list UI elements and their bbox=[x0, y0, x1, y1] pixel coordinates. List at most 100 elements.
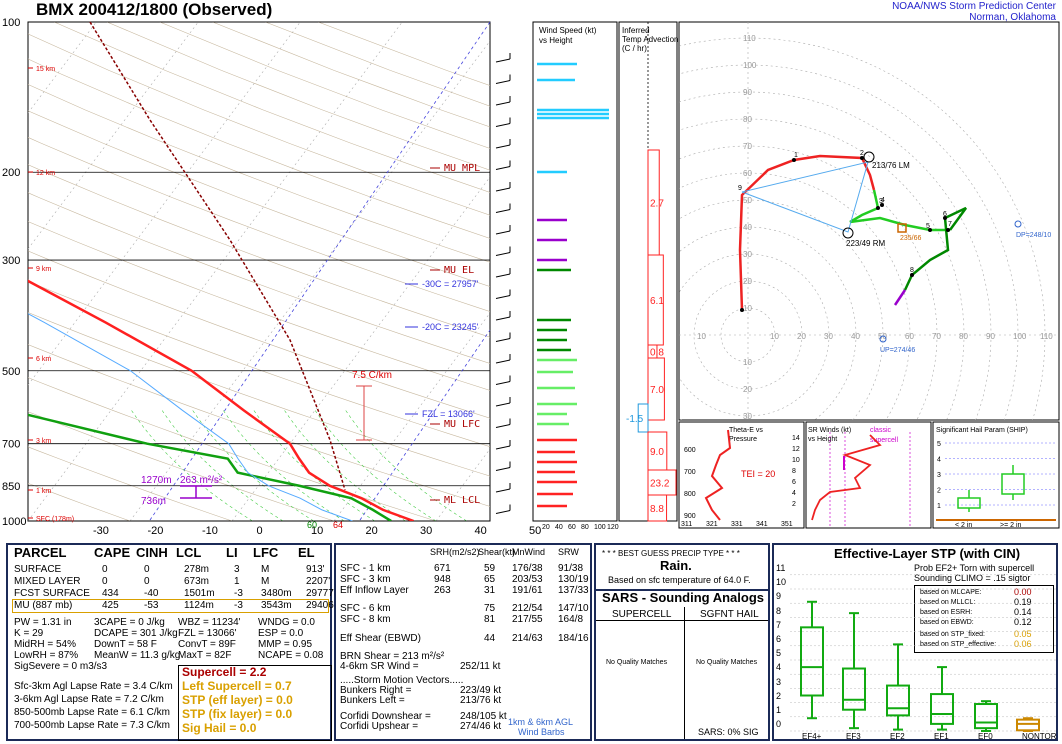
stp-row-label: based on ESRH: bbox=[920, 609, 973, 616]
parcel-stat: DCAPE = 301 J/kg bbox=[94, 628, 178, 639]
stp-row-value: 0.06 bbox=[1014, 639, 1032, 649]
lapse-rate-row: 3-6km Agl Lapse Rate = 7.2 C/km bbox=[14, 694, 164, 705]
ship-x-label: < 2 in bbox=[955, 522, 972, 529]
parcel-panel: PARCEL CAPE CINH LCL LI LFC EL SURFACE 0 0 278m 3 M 9… bbox=[6, 543, 336, 741]
hodo-x-tick: 100 bbox=[1013, 332, 1027, 341]
wind-speed-tick: 20 bbox=[542, 524, 550, 531]
kin-srw: 137/33 bbox=[558, 585, 589, 596]
parcel-stat: DownT = 58 F bbox=[94, 639, 157, 650]
parcel-cell: SURFACE bbox=[14, 564, 62, 575]
wind-barb bbox=[495, 101, 511, 106]
thetae-x-tick: 311 bbox=[681, 521, 692, 528]
stp-x-label: EF1 bbox=[934, 732, 949, 741]
temp-adv-value: 2.7 bbox=[650, 199, 664, 210]
eil-srh-label: 263 m²/s² bbox=[180, 475, 223, 486]
temperature-trace bbox=[28, 279, 414, 521]
severe-param: Left Supercell = 0.7 bbox=[182, 679, 292, 693]
dry-adiabat bbox=[28, 250, 490, 419]
level-label: ML LCL bbox=[444, 495, 480, 506]
srwind-y-tick: 8 bbox=[792, 468, 796, 475]
parcel-stat: LowRH = 87% bbox=[14, 650, 79, 661]
kin-srh: 263 bbox=[434, 585, 451, 596]
temp-adv-unit: (C / hr) bbox=[622, 44, 647, 53]
temp-adv-bar bbox=[647, 357, 665, 421]
hodo-point bbox=[740, 308, 744, 312]
kin-row-label: SFC - 3 km bbox=[340, 574, 391, 585]
temp-adv-value: 6.1 bbox=[650, 296, 664, 307]
hodo-x-tick: 80 bbox=[959, 332, 968, 341]
hodo-y-tick: 30 bbox=[743, 412, 752, 421]
thetae-frame bbox=[678, 421, 805, 529]
kin-srh: 671 bbox=[434, 563, 451, 574]
isotherm bbox=[231, 176, 490, 521]
wind-barb bbox=[495, 123, 511, 127]
stp-box-part bbox=[886, 684, 910, 717]
wind-speed-tick: 40 bbox=[555, 524, 563, 531]
ship-y-tick: 2 bbox=[937, 488, 941, 495]
pressure-tick-label: 1000 bbox=[2, 516, 26, 528]
wind-barb bbox=[495, 316, 511, 321]
hodo-ring bbox=[679, 64, 1019, 420]
pressure-tick-label: 850 bbox=[2, 481, 20, 493]
kin-row-label: SFC - 1 km bbox=[340, 563, 391, 574]
kin-smv-value: 274/46 kt bbox=[460, 721, 502, 732]
mu-highlight bbox=[12, 599, 329, 613]
hodo-lm-marker bbox=[863, 151, 875, 163]
parcel-cell: 1124m bbox=[184, 600, 214, 611]
stp-panel: Effective-Layer STP (with CIN) 11 10 9 8 7 6 5 4… bbox=[772, 543, 1058, 741]
pressure-tick-label: 200 bbox=[2, 167, 20, 179]
pressure-tick-label: 100 bbox=[2, 17, 20, 29]
parcel-stat: PW = 1.31 in bbox=[14, 617, 72, 628]
dry-adiabat bbox=[28, 58, 490, 239]
severe-param: STP (fix layer) = 0.0 bbox=[182, 707, 293, 721]
temp-tick-label: 0 bbox=[257, 525, 263, 537]
hodo-point bbox=[946, 228, 950, 232]
hodo-y-tick: 20 bbox=[743, 385, 752, 394]
isotherm bbox=[28, 22, 301, 386]
kin-srh: 948 bbox=[434, 574, 451, 585]
wind-speed-title: Wind Speed (kt) bbox=[539, 26, 597, 35]
precip-value: Rain. bbox=[660, 558, 692, 573]
wind-barb bbox=[495, 273, 511, 278]
parcel-header: EL bbox=[298, 545, 315, 560]
parcel-cell: -53 bbox=[144, 600, 159, 611]
parcel-header: LI bbox=[226, 545, 238, 560]
parcel-cell: M bbox=[261, 564, 270, 575]
kin-smv-label: Bunkers Right = bbox=[340, 685, 412, 696]
surface-temp-label: 64 bbox=[333, 520, 343, 530]
kin-mnwind: 212/54 bbox=[512, 603, 543, 614]
stp-y-tick: 7 bbox=[776, 619, 782, 630]
severe-param: Supercell = 2.2 bbox=[182, 665, 267, 679]
hodo-point-label: 1 bbox=[794, 152, 798, 159]
kin-brn: BRN Shear = 213 m²/s² bbox=[340, 651, 445, 662]
parcel-cell: 3480m bbox=[261, 588, 292, 599]
parcel-cell: 29777' bbox=[306, 588, 336, 599]
parcel-header: LFC bbox=[253, 545, 279, 560]
temp-adv-title: Inferred bbox=[622, 26, 650, 35]
wind-barb bbox=[495, 467, 511, 471]
dry-adiabat bbox=[28, 137, 490, 312]
temp-adv-bar bbox=[637, 403, 649, 433]
sars-supercell-matches: No Quality Matches bbox=[606, 659, 668, 666]
wind-barb bbox=[495, 338, 511, 342]
parcel-stat: ConvT = 89F bbox=[178, 639, 236, 650]
kin-srw: 147/10 bbox=[558, 603, 589, 614]
hodo-dp-marker bbox=[1014, 220, 1022, 228]
parcel-stat: FZL = 13066' bbox=[178, 628, 237, 639]
stp-row-value: 0.00 bbox=[1014, 587, 1032, 597]
stp-row-label: based on EBWD: bbox=[920, 619, 974, 626]
temp-adv-subtitle: Temp Advection bbox=[622, 35, 678, 44]
wind-barb bbox=[495, 58, 511, 63]
hodo-point-label: 4 bbox=[881, 197, 885, 204]
kin-srw: 164/8 bbox=[558, 614, 584, 625]
thetae-y-tick: 700 bbox=[684, 469, 696, 476]
kin-mnwind: 214/63 bbox=[512, 633, 543, 644]
isotherm-label: -30C = 27957' bbox=[422, 279, 479, 289]
thetae-y-tick: 900 bbox=[684, 513, 696, 520]
kin-mnwind: 176/38 bbox=[512, 563, 543, 574]
hodo-rm-marker bbox=[842, 227, 854, 239]
height-label: 15 km bbox=[36, 66, 55, 73]
height-label: 12 km bbox=[36, 170, 55, 177]
temp-tick-label: -10 bbox=[202, 525, 218, 537]
precip-note: Based on sfc temperature of 64.0 F. bbox=[608, 575, 751, 585]
